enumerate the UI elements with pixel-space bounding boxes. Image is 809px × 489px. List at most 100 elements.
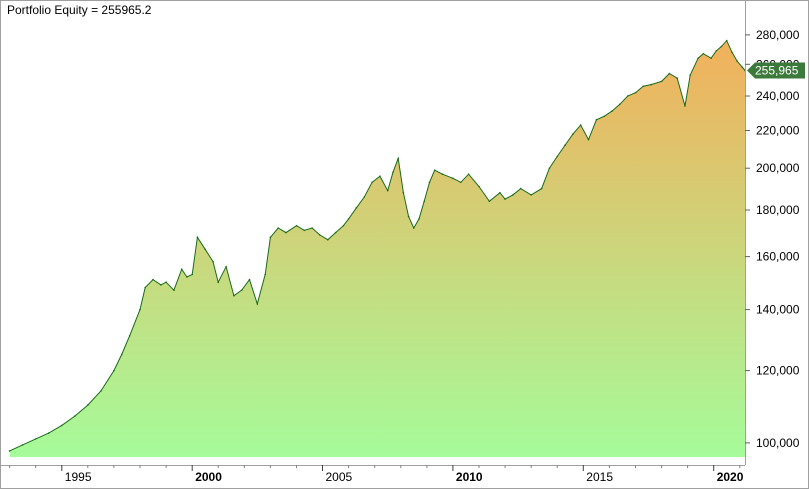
equity-data-point	[74, 415, 76, 417]
equity-data-point	[256, 303, 259, 305]
equity-data-point	[504, 198, 506, 200]
equity-data-point	[285, 231, 287, 234]
equity-data-point	[595, 119, 598, 121]
equity-data-point	[311, 227, 313, 229]
equity-data-point	[441, 173, 444, 175]
x-tick-label: 2020	[717, 470, 744, 484]
y-tick-label: 120,000	[756, 364, 800, 378]
equity-data-point	[407, 215, 410, 218]
equity-data-point	[731, 51, 733, 54]
equity-data-point	[371, 181, 373, 184]
equity-data-point	[152, 278, 154, 281]
equity-data-point	[363, 196, 366, 198]
x-tick-label: 2000	[195, 470, 222, 484]
y-tick-label: 200,000	[756, 161, 800, 175]
equity-data-point	[87, 404, 89, 406]
equity-data-point	[611, 110, 613, 112]
equity-data-point	[160, 284, 162, 286]
equity-data-point	[488, 200, 491, 203]
equity-data-point	[196, 236, 199, 239]
equity-data-point	[217, 281, 219, 284]
equity-data-point	[303, 229, 306, 232]
equity-data-point	[319, 234, 321, 236]
equity-data-point	[212, 260, 214, 263]
equity-data-point	[413, 227, 415, 229]
equity-data-point	[741, 66, 744, 69]
equity-data-point	[660, 80, 663, 83]
y-tick-label: 220,000	[756, 124, 800, 138]
equity-data-point	[233, 294, 235, 297]
equity-data-point	[21, 444, 24, 446]
equity-data-point	[342, 224, 345, 227]
equity-data-point	[725, 39, 728, 42]
equity-data-point	[392, 171, 394, 173]
equity-data-point	[397, 157, 400, 160]
equity-data-point	[347, 218, 350, 220]
y-tick-label: 160,000	[756, 250, 800, 264]
equity-data-point	[689, 74, 691, 76]
y-tick-label: 240,000	[756, 89, 800, 103]
equity-data-point	[736, 60, 738, 62]
equity-data-point	[240, 289, 243, 292]
equity-data-point	[248, 278, 251, 281]
equity-data-point	[120, 353, 123, 356]
x-tick-label: 2010	[456, 470, 483, 484]
equity-data-point	[379, 175, 381, 177]
equity-data-point	[668, 72, 671, 75]
equity-data-point	[579, 124, 582, 126]
equity-data-point	[204, 248, 206, 251]
equity-data-point	[295, 224, 298, 227]
equity-data-point	[452, 177, 454, 180]
equity-data-point	[530, 194, 532, 196]
equity-data-point	[386, 189, 389, 192]
last-value-tag	[747, 62, 805, 79]
equity-data-point	[715, 50, 718, 52]
equity-data-point	[225, 265, 227, 268]
equity-data-point	[269, 236, 272, 239]
equity-data-point	[191, 273, 193, 276]
y-tick-label: 140,000	[756, 303, 800, 317]
equity-data-point	[139, 308, 141, 311]
chart-title: Portfolio Equity = 255965.2	[7, 3, 151, 17]
equity-data-point	[423, 200, 426, 203]
chart-title-value: 255965.2	[101, 3, 152, 17]
equity-data-point	[720, 45, 723, 48]
plot-area	[8, 39, 746, 457]
equity-data-point	[418, 218, 420, 220]
equity-data-point	[433, 169, 436, 171]
equity-data-point	[697, 57, 699, 59]
y-tick-label: 180,000	[756, 203, 800, 217]
equity-data-point	[710, 57, 712, 59]
x-tick-label: 2005	[326, 470, 353, 484]
equity-data-point	[603, 115, 605, 118]
equity-data-point	[277, 227, 280, 229]
last-value-tag-group: 255,965	[747, 62, 805, 79]
equity-data-point	[428, 181, 431, 184]
equity-data-point	[556, 155, 558, 158]
equity-data-point	[47, 432, 50, 434]
equity-data-point	[264, 273, 267, 276]
equity-data-point	[626, 95, 629, 97]
equity-data-point	[702, 52, 705, 55]
equity-data-point	[499, 191, 501, 194]
equity-data-point	[186, 276, 188, 278]
x-axis: 1995 2000 2005 2010 2015 2020	[0, 465, 745, 484]
chart-title-equals: =	[91, 3, 99, 17]
x-tick-label: 2015	[586, 470, 613, 484]
equity-data-point	[61, 424, 63, 427]
equity-area	[9, 40, 746, 457]
equity-data-point	[144, 286, 146, 289]
equity-data-point	[684, 105, 686, 107]
x-tick-label: 1995	[65, 470, 92, 484]
equity-data-point	[327, 238, 329, 241]
equity-data-point	[587, 138, 590, 141]
equity-data-point	[460, 181, 462, 184]
equity-data-point	[564, 144, 566, 146]
equity-data-point	[128, 335, 131, 337]
equity-data-point	[467, 173, 470, 175]
equity-data-point	[355, 207, 358, 209]
y-tick-label: 100,000	[756, 436, 800, 450]
equity-line	[9, 39, 746, 452]
equity-data-point	[519, 187, 522, 190]
equity-data-point	[642, 85, 645, 87]
